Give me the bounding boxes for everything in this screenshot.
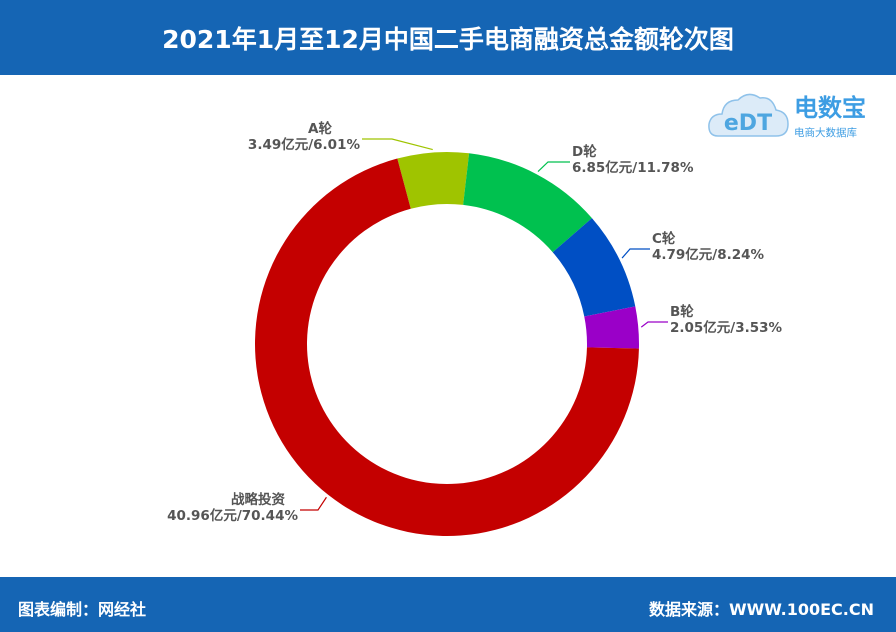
- slice-label-value: 3.49亿元/6.01%: [248, 136, 361, 153]
- slice-label-name: D轮: [572, 143, 597, 160]
- chart-title: 2021年1月至12月中国二手电商融资总金额轮次图: [162, 24, 734, 54]
- slice-label-value: 6.85亿元/11.78%: [572, 159, 694, 176]
- logo-subtitle: 电商大数据库: [794, 126, 857, 139]
- cloud-icon: [708, 93, 789, 137]
- slice-label-name: C轮: [652, 230, 676, 247]
- leader-line: [300, 496, 327, 511]
- leader-line: [621, 248, 650, 259]
- logo-brand: 电数宝: [794, 94, 866, 122]
- slice-label-value: 40.96亿元/70.44%: [167, 507, 298, 524]
- donut-slice: [584, 306, 639, 349]
- leader-line: [640, 321, 668, 328]
- footer-editor: 图表编制：网经社: [18, 600, 147, 619]
- slice-label-value: 4.79亿元/8.24%: [652, 246, 765, 263]
- logo-mark: eDT: [724, 111, 772, 136]
- donut-chart: A轮3.49亿元/6.01% D轮6.85亿元/11.78% C轮4.79亿元/8.…: [167, 120, 783, 536]
- donut-slice: [552, 218, 636, 317]
- brand-logo: eDT 电数宝 电商大数据库: [708, 93, 866, 139]
- chart-footer: 图表编制：网经社 数据来源：WWW.100EC.CN: [0, 577, 896, 632]
- donut-slice: [463, 153, 592, 253]
- slice-label-value: 2.05亿元/3.53%: [670, 319, 783, 336]
- footer-source: 数据来源：WWW.100EC.CN: [648, 600, 874, 619]
- leader-line: [537, 161, 570, 172]
- slice-label-name: B轮: [670, 303, 694, 320]
- slice-label-name: 战略投资: [231, 491, 285, 508]
- donut-slice: [397, 152, 470, 209]
- leader-line: [362, 138, 433, 151]
- chart-header: 2021年1月至12月中国二手电商融资总金额轮次图: [0, 0, 896, 75]
- slice-label-name: A轮: [308, 120, 332, 137]
